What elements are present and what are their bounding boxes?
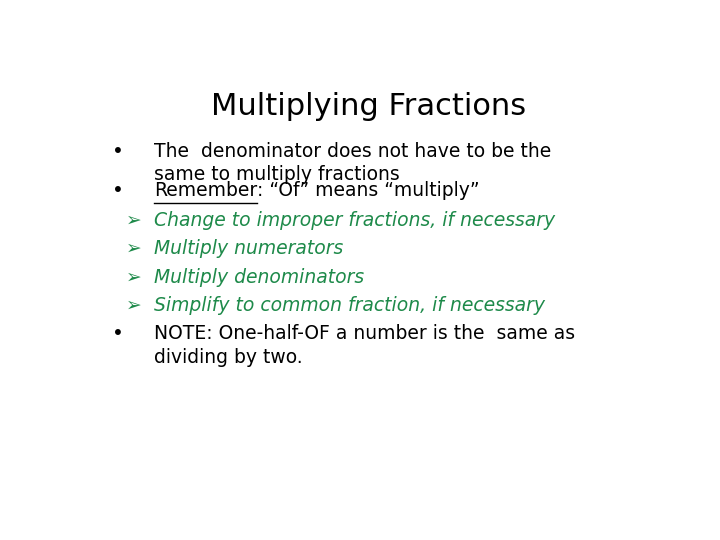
Text: : “Of” means “multiply”: : “Of” means “multiply” — [258, 180, 480, 200]
Text: NOTE: One-half-OF a number is the  same as: NOTE: One-half-OF a number is the same a… — [154, 324, 575, 343]
Text: Multiply numerators: Multiply numerators — [154, 239, 343, 258]
Text: Simplify to common fraction, if necessary: Simplify to common fraction, if necessar… — [154, 296, 545, 315]
Text: Change to improper fractions, if necessary: Change to improper fractions, if necessa… — [154, 211, 555, 230]
Text: Remember: Remember — [154, 180, 258, 200]
Text: ➢: ➢ — [126, 296, 142, 315]
Text: same to multiply fractions: same to multiply fractions — [154, 165, 400, 184]
Text: The  denominator does not have to be the: The denominator does not have to be the — [154, 141, 552, 161]
Text: ➢: ➢ — [126, 239, 142, 258]
Text: •: • — [112, 180, 124, 200]
Text: Multiplying Fractions: Multiplying Fractions — [212, 92, 526, 121]
Text: Multiply denominators: Multiply denominators — [154, 267, 364, 287]
Text: •: • — [112, 324, 124, 343]
Text: ➢: ➢ — [126, 211, 142, 230]
Text: •: • — [112, 141, 124, 161]
Text: dividing by two.: dividing by two. — [154, 348, 303, 367]
Text: Remember: “Of” means “multiply”: Remember: “Of” means “multiply” — [154, 180, 480, 200]
Text: ➢: ➢ — [126, 267, 142, 287]
